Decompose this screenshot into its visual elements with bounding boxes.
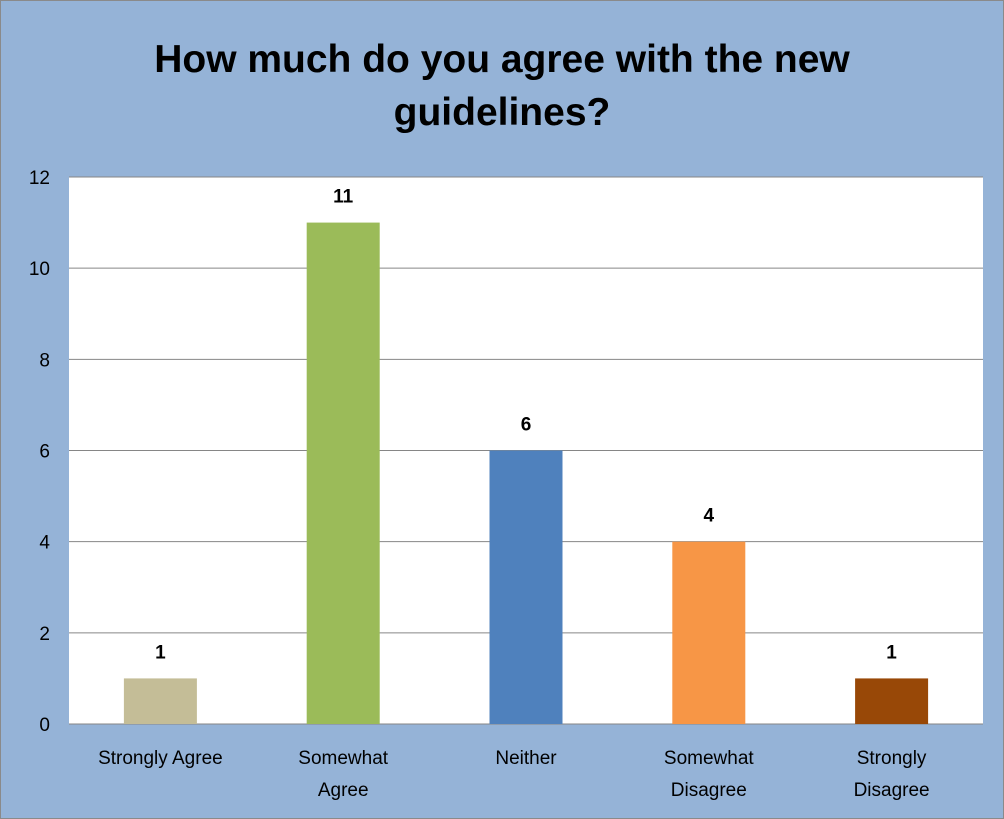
chart-title: How much do you agree with the new guidel… [154,38,850,134]
x-tick-label: Strongly [857,748,927,769]
data-label: 11 [333,187,354,208]
x-tick-label: Somewhat [664,748,754,769]
bar [489,450,563,724]
bar [123,678,197,724]
x-tick-label: Strongly Agree [98,748,223,769]
data-label: 1 [886,642,897,663]
y-tick-label: 2 [39,624,50,645]
y-tick-label: 10 [29,259,50,280]
x-tick-label: Disagree [671,780,747,801]
y-axis: 0 2 4 6 8 10 12 [29,168,51,736]
y-tick-label: 6 [39,442,50,463]
y-tick-label: 8 [39,350,50,371]
x-tick-label: Neither [495,748,557,769]
y-tick-label: 12 [29,168,50,189]
chart-title-line: guidelines? [394,91,611,134]
data-label: 4 [704,506,715,527]
bars [123,222,929,725]
data-label: 1 [155,642,166,663]
bar [855,678,929,724]
y-tick-label: 4 [39,533,50,554]
bar [672,541,746,724]
data-label: 6 [521,415,532,436]
x-tick-label: Agree [318,780,369,801]
y-tick-label: 0 [39,715,50,736]
x-tick-label: Disagree [854,780,930,801]
x-tick-label: Somewhat [298,748,388,769]
x-axis: Strongly Agree Somewhat Agree Neither Somewh… [98,748,930,801]
bar [306,222,380,725]
chart-title-line: How much do you agree with the new [154,38,850,81]
